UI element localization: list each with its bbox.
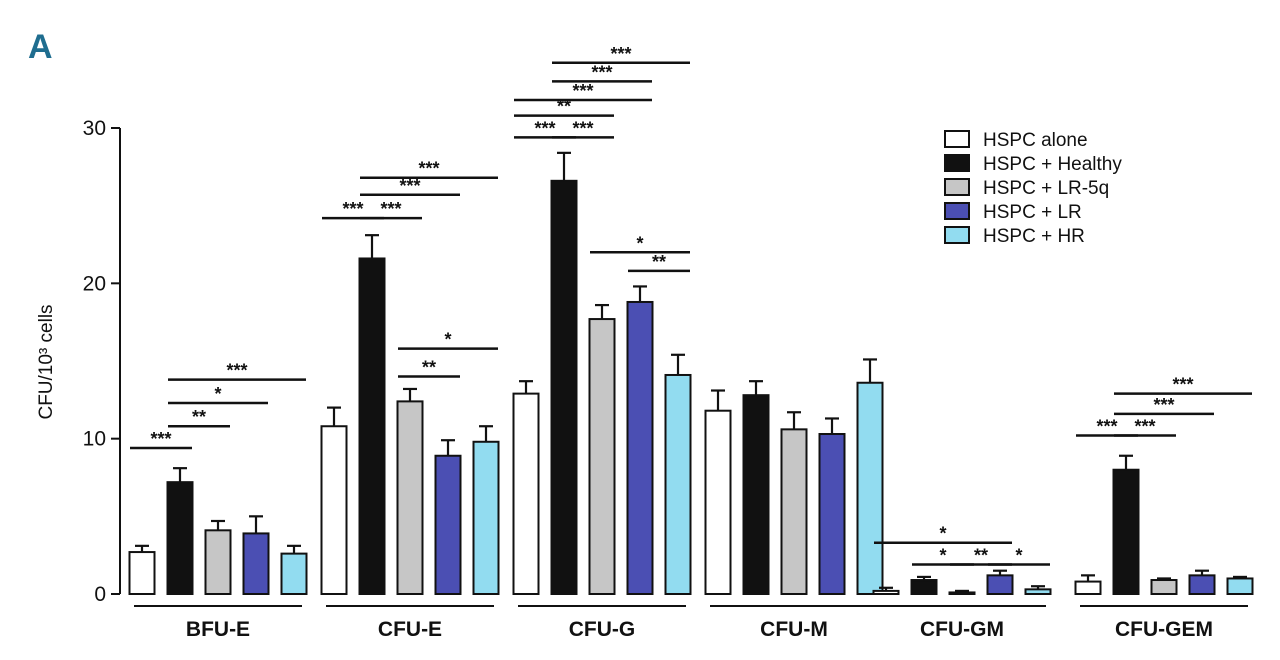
category-axis: BFU-E CFU-E CFU-G CFU-M CFU-GM CFU-GEM: [134, 605, 1248, 641]
significance-label: *: [939, 524, 946, 544]
bar: [986, 574, 1014, 595]
significance-label: ***: [399, 176, 420, 196]
significance-label: ***: [418, 159, 439, 179]
bar: [588, 318, 616, 595]
bar: [742, 394, 770, 595]
significance-label: ***: [1096, 417, 1117, 437]
y-axis-label: CFU/10³ cells: [36, 304, 57, 419]
legend-swatch: [944, 130, 970, 148]
bar: [1112, 468, 1140, 596]
bar: [626, 300, 654, 595]
y-tick-label: 0: [94, 583, 106, 606]
legend-swatch: [944, 154, 970, 172]
significance-label: ***: [572, 81, 593, 101]
legend-label: HSPC + LR: [983, 202, 1082, 223]
bar: [512, 392, 540, 595]
legend-swatch: [944, 202, 970, 220]
category-label: CFU-E: [378, 618, 442, 641]
bar: [780, 428, 808, 596]
significance-label: *: [636, 233, 643, 253]
bar: [1150, 579, 1178, 596]
bar: [358, 257, 386, 595]
bar: [242, 532, 270, 595]
panel-label: A: [28, 28, 53, 66]
legend-label: HSPC + Healthy: [983, 154, 1122, 175]
significance-label: *: [1015, 545, 1022, 565]
bar: [1226, 577, 1254, 596]
bar: [664, 373, 692, 596]
significance-label: **: [652, 252, 666, 272]
bar: [872, 589, 900, 595]
significance-label: ***: [1172, 375, 1193, 395]
significance-annotations: ************ *************** *************…: [130, 44, 1252, 566]
significance-label: ***: [1134, 417, 1155, 437]
bar: [704, 409, 732, 595]
legend-swatch: [944, 178, 970, 196]
category-label: CFU-GM: [920, 618, 1004, 641]
category-label: CFU-GEM: [1115, 618, 1213, 641]
significance-label: ***: [380, 199, 401, 219]
significance-label: ***: [226, 361, 247, 381]
category-label: BFU-E: [186, 618, 250, 641]
bar: [818, 433, 846, 595]
y-axis: 0 10 20 30: [83, 117, 121, 606]
significance-label: *: [444, 330, 451, 350]
category-label: CFU-G: [569, 618, 636, 641]
significance-label: ***: [591, 62, 612, 82]
bar: [280, 552, 308, 596]
significance-label: *: [939, 545, 946, 565]
y-tick-label: 20: [83, 272, 106, 295]
legend-label: HSPC alone: [983, 130, 1088, 151]
bar: [320, 425, 348, 595]
bars: [128, 151, 1254, 596]
bar: [910, 579, 938, 596]
bar: [948, 591, 976, 595]
bar: [550, 179, 578, 596]
significance-label: ***: [1153, 395, 1174, 415]
significance-label: ***: [150, 429, 171, 449]
significance-label: *: [214, 384, 221, 404]
significance-label: **: [974, 545, 988, 565]
bar: [472, 440, 500, 596]
significance-label: **: [557, 97, 571, 117]
y-tick-label: 10: [83, 428, 106, 451]
bar: [128, 551, 156, 595]
significance-label: ***: [534, 118, 555, 138]
bar: [396, 400, 424, 595]
legend-label: HSPC + HR: [983, 226, 1085, 247]
bar: [856, 381, 884, 595]
bar: [434, 454, 462, 595]
bar: [166, 481, 194, 595]
category-label: CFU-M: [760, 618, 828, 641]
legend-swatch: [944, 226, 970, 244]
significance-label: ***: [610, 44, 631, 64]
significance-label: **: [192, 407, 206, 427]
significance-label: ***: [572, 118, 593, 138]
bar: [204, 529, 232, 596]
bar: [1188, 574, 1216, 595]
significance-label: **: [422, 358, 436, 378]
legend: HSPC alone HSPC + Healthy HSPC + LR-5q HSPC…: [944, 130, 1122, 247]
y-tick-label: 30: [83, 117, 106, 140]
bar: [1074, 580, 1102, 595]
legend-label: HSPC + LR-5q: [983, 178, 1109, 199]
significance-label: ***: [342, 199, 363, 219]
bar: [1024, 588, 1052, 596]
